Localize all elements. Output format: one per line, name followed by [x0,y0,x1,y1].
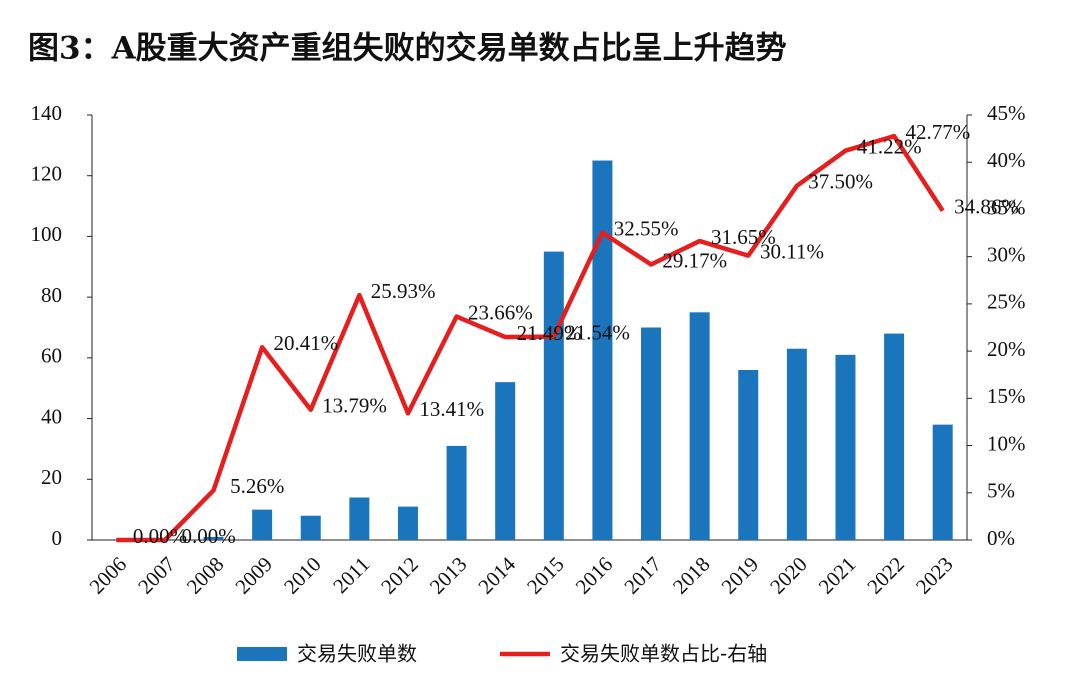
y-tick-label: 60 [41,344,62,368]
x-tick-label: 2015 [522,552,569,599]
data-label: 13.41% [419,397,484,421]
x-tick-label: 2023 [911,552,958,599]
bar [932,424,953,540]
y-tick-label: 0 [52,526,63,550]
y-tick-label: 140 [31,101,63,125]
y2-tick-label: 20% [987,337,1026,361]
data-label: 23.66% [468,300,533,324]
y2-tick-label: 25% [987,290,1026,314]
y2-tick-label: 5% [987,479,1015,503]
data-label: 21.54% [565,320,630,344]
x-tick-label: 2016 [571,552,618,599]
bar [543,251,564,540]
x-tick-label: 2014 [473,552,520,599]
bar [592,160,613,541]
bar [884,333,905,540]
data-label: 20.41% [274,331,339,355]
bar [495,382,516,540]
bar [349,497,370,540]
legend-label: 交易失败单数占比-右轴 [560,642,767,666]
y2-tick-label: 40% [987,148,1026,172]
bar [786,348,807,540]
data-label: 37.50% [808,170,873,194]
data-label: 0.00% [182,524,236,548]
y2-tick-label: 15% [987,384,1026,408]
bar [252,509,273,540]
data-label: 32.55% [614,216,679,240]
x-tick-label: 2013 [425,552,472,599]
x-tick-label: 2017 [619,552,666,599]
y2-tick-label: 35% [987,195,1026,219]
bar [446,445,467,540]
x-tick-label: 2007 [133,552,180,599]
y2-tick-label: 45% [987,101,1026,125]
chart-title: 图3：A股重大资产重组失败的交易单数占比呈上升趋势 [28,31,787,67]
x-tick-label: 2006 [85,552,132,599]
x-tick-label: 2022 [862,552,909,599]
y-tick-label: 100 [31,222,63,246]
data-label: 42.77% [905,120,970,144]
x-tick-label: 2008 [182,552,229,599]
y2-tick-label: 0% [987,526,1015,550]
legend-label: 交易失败单数 [297,642,417,666]
x-tick-label: 2012 [376,552,423,599]
x-tick-label: 2019 [717,552,764,599]
y-tick-label: 20 [41,465,62,489]
x-tick-label: 2020 [765,552,812,599]
y-tick-label: 80 [41,283,62,307]
x-tick-label: 2021 [814,552,861,599]
data-label: 34.86% [954,195,1019,219]
data-label: 5.26% [230,474,284,498]
line [116,133,945,543]
data-label: 41.22% [857,135,922,159]
bar [689,312,710,540]
data-label: 29.17% [662,248,727,272]
data-label: 30.11% [760,239,824,263]
y-tick-label: 40 [41,404,62,428]
y2-tick-label: 10% [987,431,1026,455]
legend-swatch [237,647,287,661]
data-label: 31.65% [711,225,776,249]
bar [738,370,759,540]
x-tick-label: 2011 [328,552,374,598]
y2-tick-label: 30% [987,242,1026,266]
bar [300,515,321,540]
bar [397,506,418,540]
bar [835,354,856,540]
x-tick-label: 2010 [279,552,326,599]
data-label: 0.00% [133,524,187,548]
y-tick-label: 120 [31,162,63,186]
data-label: 13.79% [322,394,387,418]
x-tick-label: 2009 [230,552,277,599]
data-label: 25.93% [371,279,436,303]
data-label: 21.49% [517,321,582,345]
x-tick-label: 2018 [668,552,715,599]
bar [641,327,662,540]
bar [203,536,224,540]
